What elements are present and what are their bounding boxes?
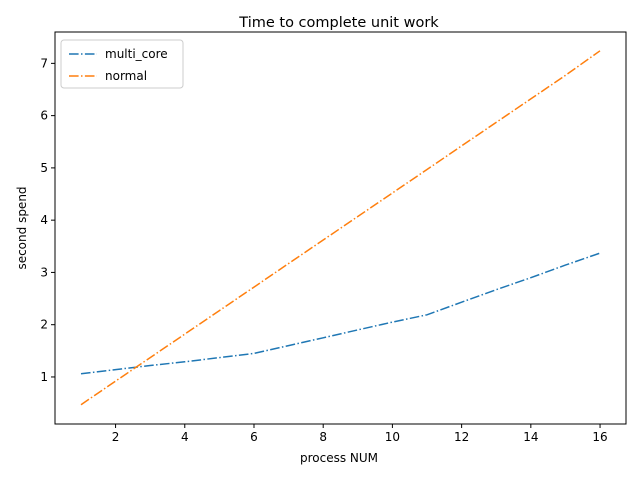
y-axis-label: second spend xyxy=(15,186,29,269)
series-line-normal xyxy=(80,50,601,406)
x-tick-label: 12 xyxy=(454,430,469,444)
y-tick-label: 4 xyxy=(40,213,48,227)
x-tick-label: 4 xyxy=(181,430,189,444)
legend-label: normal xyxy=(105,69,147,83)
series-line-multi-core xyxy=(80,252,601,375)
x-tick-label: 14 xyxy=(523,430,538,444)
x-tick-label: 2 xyxy=(112,430,120,444)
y-tick-label: 6 xyxy=(40,109,48,123)
x-axis-label: process NUM xyxy=(300,451,378,465)
plot-frame xyxy=(54,31,627,425)
legend-label: multi_core xyxy=(105,47,168,61)
y-tick-label: 1 xyxy=(40,370,48,384)
y-tick-label: 5 xyxy=(40,161,48,175)
x-tick-label: 10 xyxy=(385,430,400,444)
chart-title: Time to complete unit work xyxy=(238,15,439,31)
lines-layer xyxy=(80,50,601,406)
x-tick-label: 6 xyxy=(250,430,258,444)
x-tick-label: 16 xyxy=(592,430,607,444)
y-tick-label: 3 xyxy=(40,265,48,279)
x-tick-label: 8 xyxy=(319,430,327,444)
y-tick-label: 7 xyxy=(40,56,48,70)
y-tick-label: 2 xyxy=(40,318,48,332)
